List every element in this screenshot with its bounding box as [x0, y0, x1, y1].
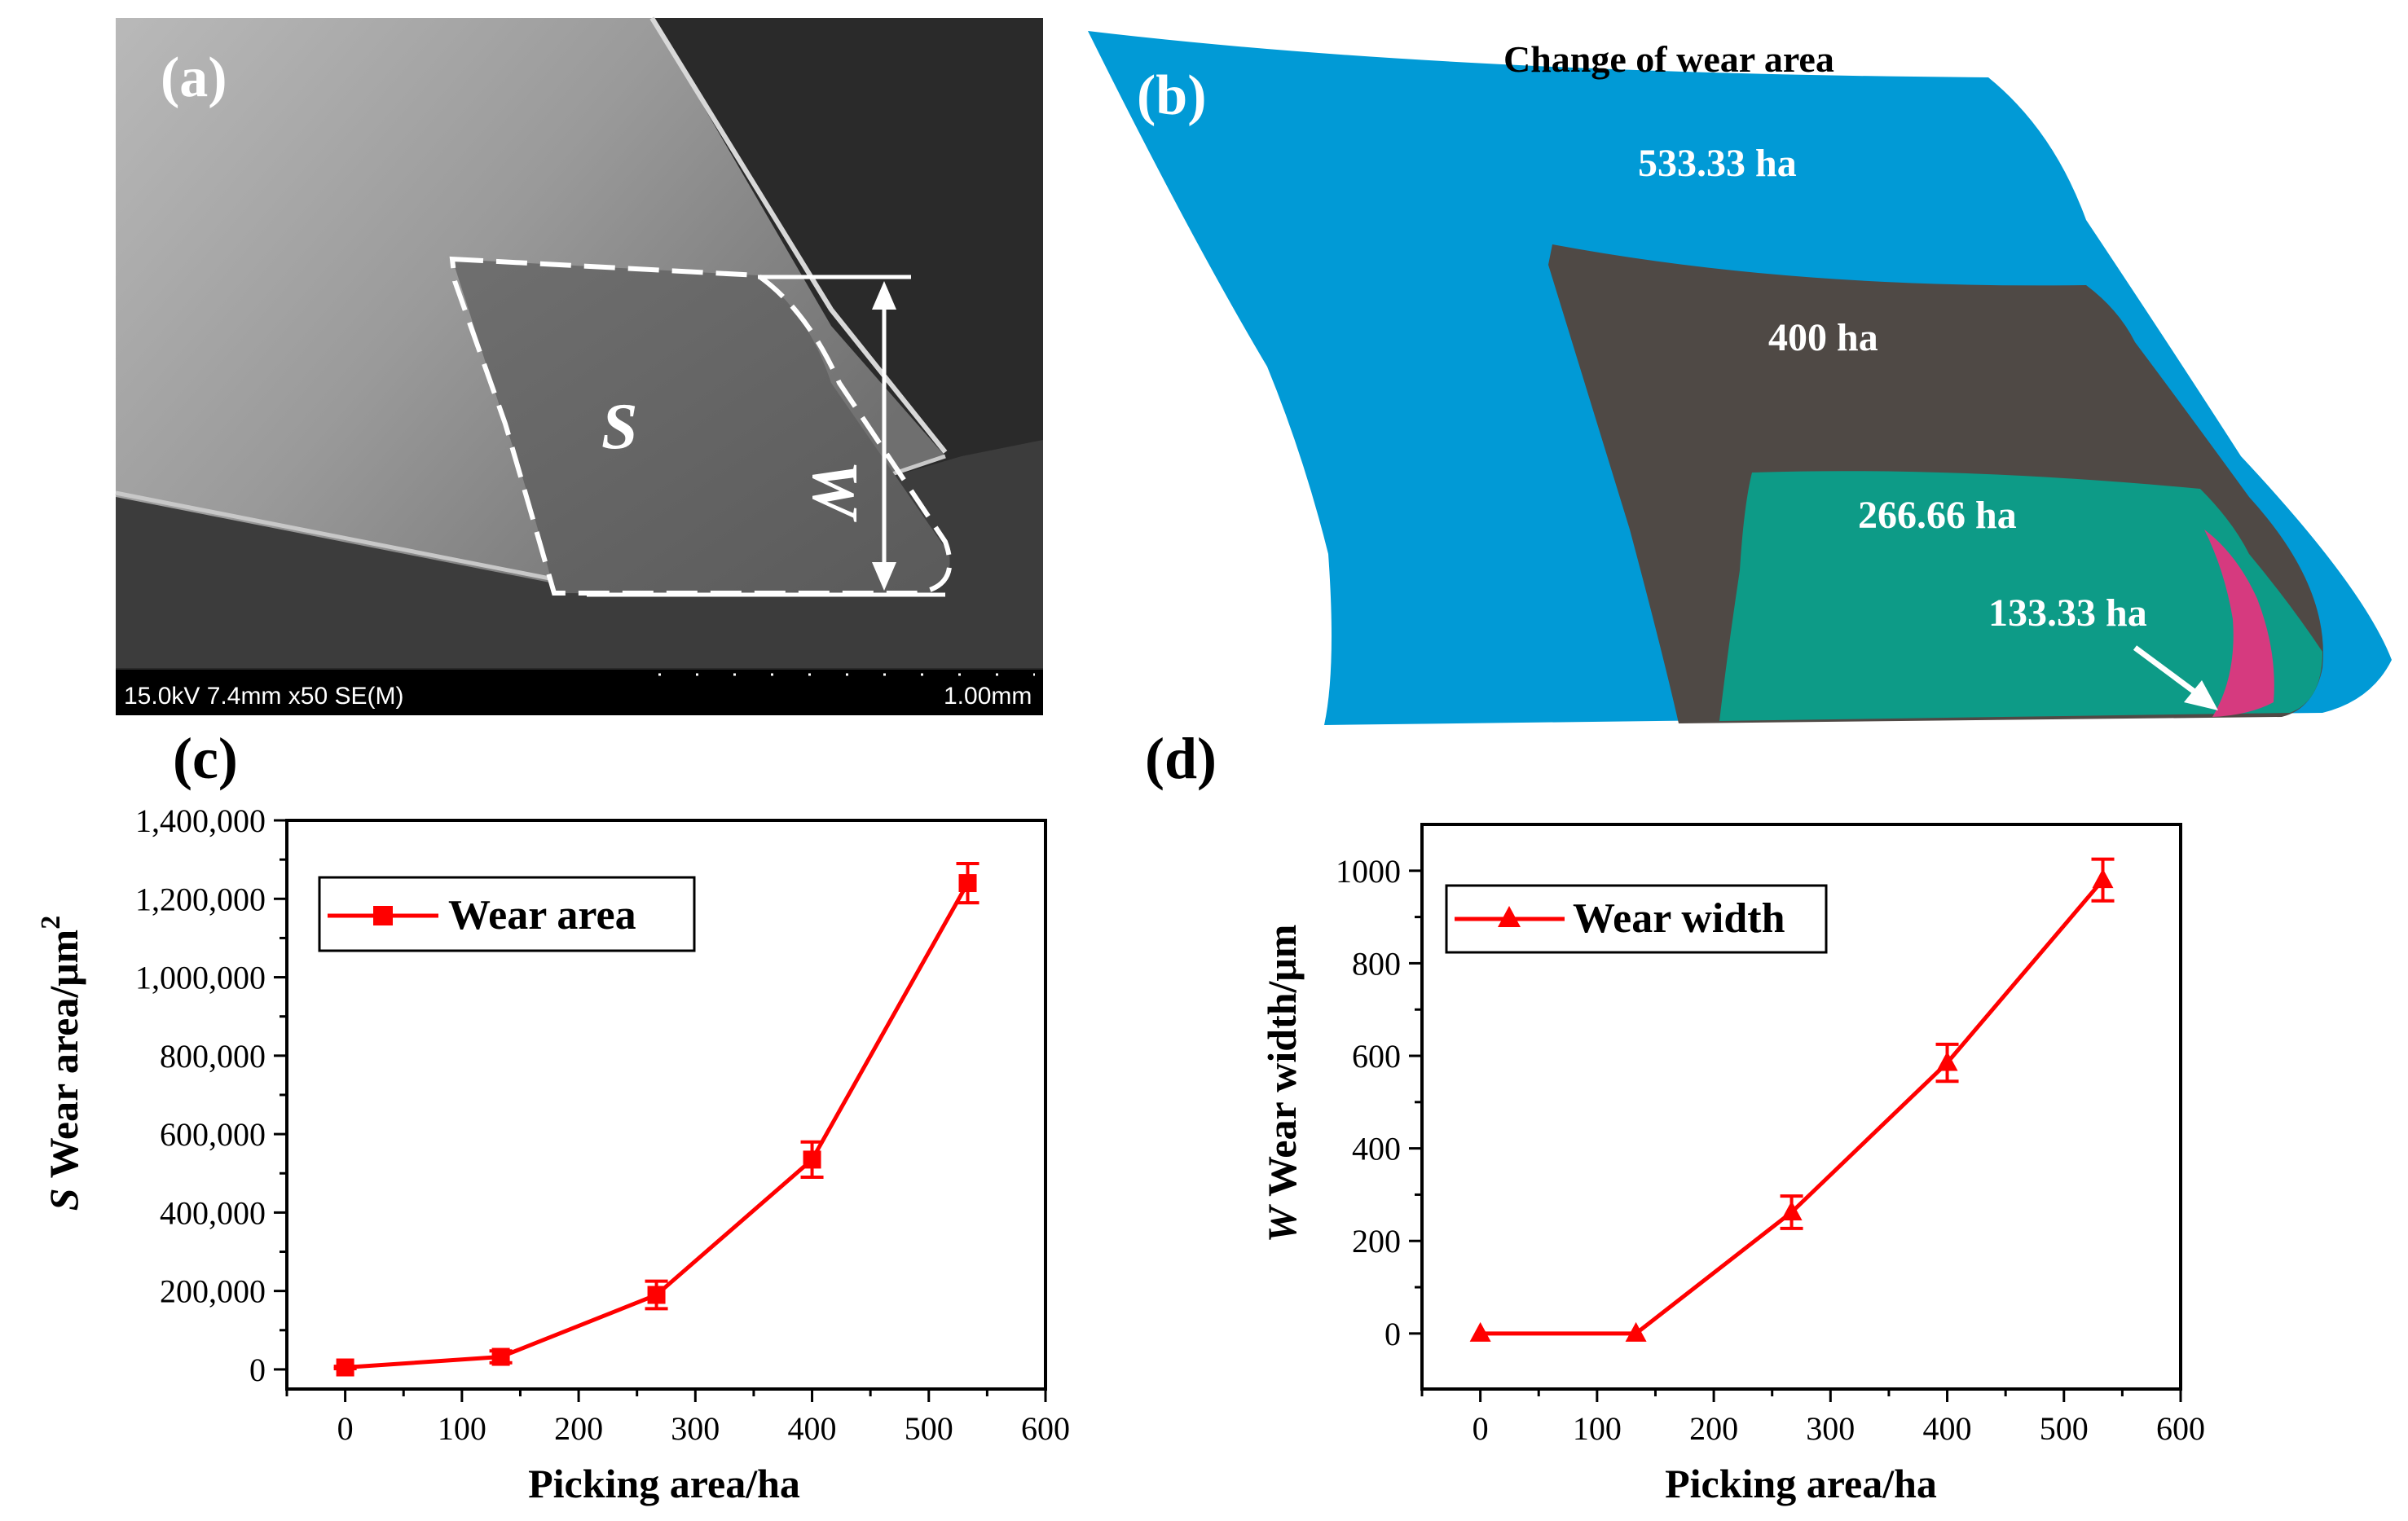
- chart-c-ytick-label: 1,200,000: [135, 881, 266, 917]
- chart-d-point: [2092, 868, 2114, 889]
- chart-d-xtick-label: 500: [2040, 1410, 2089, 1447]
- chart-c-axes: 0 100 200 300 400 500 600 0 200,000 400,000 600,00…: [135, 802, 1070, 1447]
- chart-c-xtick-label: 500: [905, 1410, 953, 1447]
- chart-c-ytick-label: 1,000,000: [135, 960, 266, 996]
- chart-c-ytick-label: 1,400,000: [135, 802, 266, 839]
- chart-d-xtick-label: 300: [1806, 1410, 1855, 1447]
- chart-c-point: [958, 874, 977, 893]
- chart-c-ytick-label: 200,000: [160, 1273, 266, 1310]
- chart-c-point: [647, 1286, 666, 1304]
- chart-c-xtick-label: 400: [788, 1410, 837, 1447]
- chart-d-point: [1625, 1321, 1647, 1342]
- chart-d-ytick-label: 200: [1352, 1223, 1401, 1259]
- chart-c-xtick-label: 300: [671, 1410, 720, 1447]
- chart-c-frame: [285, 819, 1047, 1391]
- chart-c-xtick-label: 100: [438, 1410, 486, 1447]
- chart-d-xtick-label: 400: [1923, 1410, 1972, 1447]
- chart-d-legend: Wear width: [1445, 884, 1828, 954]
- chart-c-ytick-label: 400,000: [160, 1194, 266, 1231]
- chart-c-xlabel: Picking area/ha: [528, 1461, 800, 1506]
- chart-d-xtick-label: 600: [2156, 1410, 2205, 1447]
- chart-d-ytick-label: 0: [1384, 1316, 1401, 1352]
- chart-d-xlabel: Picking area/ha: [1665, 1461, 1937, 1506]
- chart-d-axes: 0 100 200 300 400 500 600 0 200 400 600 800 1000: [1336, 823, 2205, 1447]
- chart-d-xtick-label: 100: [1573, 1410, 1622, 1447]
- chart-d-xtick-label: 0: [1473, 1410, 1489, 1447]
- chart-d-point: [1936, 1051, 1958, 1071]
- chart-d-legend-label: Wear width: [1573, 895, 1785, 942]
- chart-c-ylabel-prefix: S: [41, 1188, 86, 1211]
- chart-c-point: [803, 1150, 821, 1169]
- chart-c-point: [336, 1358, 354, 1377]
- chart-d-ytick-label: 400: [1352, 1131, 1401, 1167]
- chart-d-point: [1469, 1321, 1491, 1342]
- chart-c-legend: Wear area: [318, 876, 696, 952]
- chart-c-xtick-label: 0: [337, 1410, 354, 1447]
- chart-d-ylabel-prefix: W: [1259, 1203, 1305, 1242]
- chart-d-xtick-label: 200: [1689, 1410, 1738, 1447]
- chart-d-ylabel-main: Wear width/μm: [1259, 925, 1305, 1197]
- chart-d-data: [1469, 857, 2115, 1342]
- chart-d-point: [1781, 1201, 1803, 1221]
- chart-c-ytick-label: 0: [249, 1352, 266, 1388]
- chart-c-xtick-label: 200: [554, 1410, 603, 1447]
- chart-c-legend-label: Wear area: [448, 892, 636, 939]
- chart-d-ytick-label: 800: [1352, 945, 1401, 982]
- chart-c-ytick-label: 600,000: [160, 1116, 266, 1153]
- chart-d-ytick-label: 1000: [1336, 853, 1401, 890]
- chart-d-ylabel: W Wear width/μm: [1259, 925, 1305, 1243]
- chart-d-ytick-label: 600: [1352, 1038, 1401, 1075]
- chart-c-data: [333, 861, 979, 1377]
- chart-c-ylabel-sup: 2: [36, 916, 66, 930]
- chart-c-point: [491, 1347, 510, 1366]
- chart-c-ylabel: S Wear area/μm2: [36, 916, 86, 1211]
- chart-c-ytick-label: 800,000: [160, 1038, 266, 1075]
- chart-d-frame: [1420, 823, 2182, 1391]
- chart-c-xtick-label: 600: [1021, 1410, 1070, 1447]
- chart-c-ylabel-main: Wear area/μm: [41, 930, 86, 1179]
